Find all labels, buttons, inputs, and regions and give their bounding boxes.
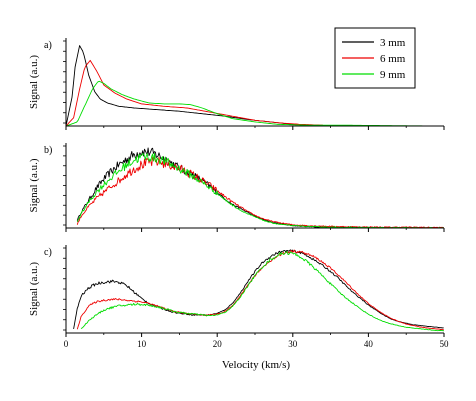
series-line-3-mm [65,45,316,127]
panels: a) Signal (a.u.) b) Signal (a.u.) 0 10 20 30 40 5… [28,38,449,349]
series-line-6-mm [76,156,444,229]
x-tick-label: 10 [137,339,147,349]
y-axis-title: Signal (a.u.) [28,158,40,212]
x-axis-title: Velocity (km/s) [222,359,290,371]
panel-2: b) Signal (a.u.) [28,143,445,232]
x-tick-label: 0 [64,339,69,349]
series-line-9-mm [80,251,445,332]
x-tick-label: 30 [288,339,298,349]
series-line-6-mm [65,59,324,127]
series-line-3-mm [73,249,444,329]
x-tick-label: 50 [440,339,450,349]
panel-label: a) [44,40,52,51]
x-tick-label: 40 [364,339,374,349]
legend: 3 mm 6 mm 9 mm [334,27,416,89]
y-axis-title: Signal (a.u.) [28,55,40,109]
panel-1: a) Signal (a.u.) [28,38,445,130]
panel-3: 0 10 20 30 40 50 c) Signal (a.u.) [28,245,449,349]
legend-label-9-mm: 9 mm [380,69,406,81]
series-line-3-mm [76,147,444,229]
series-line-9-mm [76,152,444,229]
series-line-6-mm [76,249,444,331]
x-tick-label: 20 [213,339,223,349]
panel-label: c) [44,247,52,258]
y-axis-title: Signal (a.u.) [28,262,40,316]
legend-label-6-mm: 6 mm [380,53,406,65]
panel-label: b) [44,145,52,156]
legend-label-3-mm: 3 mm [380,37,406,49]
